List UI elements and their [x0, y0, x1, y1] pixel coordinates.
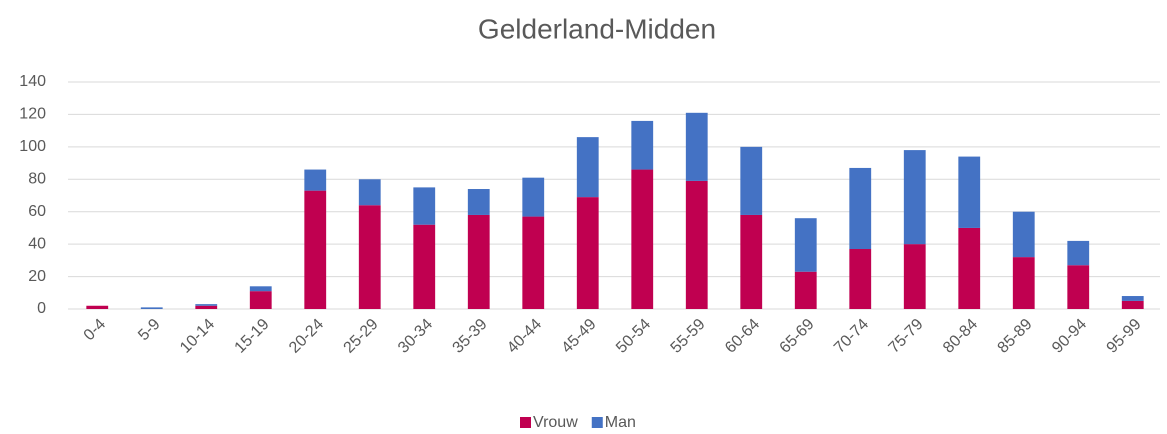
bar-segment	[195, 304, 218, 306]
x-tick-label: 75-79	[886, 316, 927, 357]
bar-segment	[1067, 265, 1090, 309]
bar-segment	[685, 180, 708, 309]
x-tick-label: 0-4	[81, 316, 109, 344]
y-tick-label: 20	[28, 268, 46, 285]
y-tick-label: 120	[19, 106, 46, 123]
x-tick-label: 85-89	[995, 316, 1036, 357]
x-tick-label: 50-54	[613, 316, 654, 357]
x-tick-label: 45-49	[559, 316, 600, 357]
bar-segment	[304, 190, 327, 309]
bar-segment	[467, 189, 490, 215]
x-tick-label: 25-29	[341, 316, 382, 357]
legend-label: Vrouw	[533, 414, 578, 431]
bar-segment	[358, 205, 381, 309]
bar-segment	[467, 214, 490, 309]
bar-segment	[249, 291, 272, 309]
x-tick-label: 95-99	[1104, 316, 1145, 357]
bar-segment	[849, 249, 872, 309]
x-tick-label: 80-84	[940, 316, 981, 357]
legend-swatch	[591, 417, 603, 428]
bar-segment	[140, 307, 163, 309]
bar-segment	[358, 179, 381, 206]
bar-segment	[1012, 211, 1035, 258]
bar-segment	[413, 224, 436, 309]
x-tick-label: 55-59	[668, 316, 709, 357]
legend-label: Man	[605, 414, 636, 431]
bar-segment	[958, 227, 981, 309]
bar-segment	[631, 120, 654, 170]
bar-segment	[1067, 240, 1090, 266]
bar-segment	[522, 216, 545, 309]
x-tick-label: 90-94	[1049, 316, 1090, 357]
x-tick-label: 30-34	[395, 316, 436, 357]
y-tick-label: 100	[19, 138, 46, 155]
bar-segment	[576, 197, 599, 309]
bar-segment	[903, 150, 926, 245]
x-tick-label: 20-24	[286, 316, 327, 357]
chart-title: Gelderland-Midden	[478, 13, 716, 44]
bar-segment	[304, 169, 327, 191]
bar-segment	[1121, 300, 1144, 309]
bar-segment	[1012, 257, 1035, 309]
y-tick-label: 0	[37, 300, 46, 317]
bar-segment	[576, 137, 599, 198]
y-tick-label: 80	[28, 171, 46, 188]
x-tick-label: 40-44	[504, 316, 545, 357]
x-tick-label: 35-39	[450, 316, 491, 357]
bar-segment	[740, 146, 763, 215]
x-tick-label: 65-69	[777, 316, 818, 357]
bar-segment	[740, 214, 763, 309]
y-tick-label: 40	[28, 235, 46, 252]
bar-segment	[685, 112, 708, 181]
x-tick-label: 10-14	[177, 316, 218, 357]
bar-segment	[413, 187, 436, 225]
x-tick-label: 15-19	[232, 316, 273, 357]
bar-segment	[849, 167, 872, 250]
bar-segment	[903, 244, 926, 309]
x-tick-label: 70-74	[831, 316, 872, 357]
legend-swatch	[520, 417, 531, 428]
bar-segment	[86, 305, 109, 309]
y-tick-label: 60	[28, 203, 46, 220]
bar-segment	[249, 286, 272, 292]
x-tick-label: 60-64	[722, 316, 763, 357]
bar-segment	[794, 271, 817, 309]
bar-segment	[794, 218, 817, 272]
bar-segment	[631, 169, 654, 309]
bar-segment	[1121, 296, 1144, 301]
x-tick-label: 5-9	[135, 316, 163, 344]
y-tick-label: 140	[19, 73, 46, 90]
bar-segment	[522, 177, 545, 217]
bar-segment	[195, 305, 218, 309]
bar-segment	[958, 156, 981, 228]
